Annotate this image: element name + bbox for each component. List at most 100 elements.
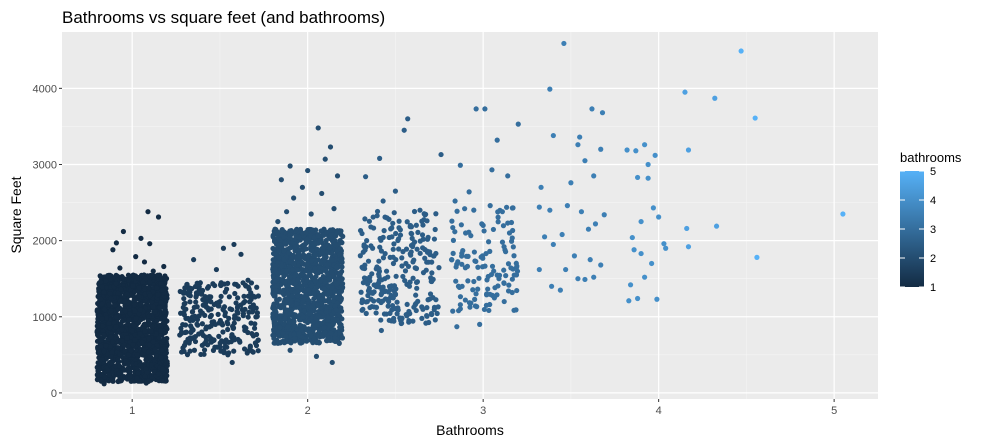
data-point	[427, 252, 433, 258]
data-point	[221, 304, 228, 310]
data-point	[598, 146, 604, 152]
data-point	[101, 289, 107, 296]
data-point	[330, 321, 336, 327]
data-point	[486, 307, 492, 314]
data-point	[305, 296, 311, 302]
data-point	[448, 257, 455, 263]
data-point	[117, 298, 124, 304]
data-point	[403, 260, 409, 267]
data-point	[682, 89, 688, 95]
data-point	[380, 198, 386, 204]
data-point	[223, 337, 229, 343]
x-tick-label: 4	[656, 405, 662, 417]
data-point	[471, 207, 477, 213]
data-point	[225, 280, 231, 286]
data-point	[192, 338, 199, 345]
data-point	[473, 291, 479, 297]
data-point	[388, 226, 394, 232]
data-point	[663, 245, 669, 251]
data-point	[247, 345, 253, 351]
data-point	[293, 233, 299, 239]
data-point	[317, 314, 323, 320]
data-point	[392, 306, 398, 312]
data-point	[331, 294, 337, 300]
data-point	[274, 283, 280, 289]
data-point	[490, 226, 497, 233]
data-point	[292, 289, 298, 295]
data-point	[559, 231, 565, 238]
data-point	[150, 304, 156, 310]
data-point	[513, 272, 520, 278]
data-point	[136, 293, 142, 299]
data-point	[367, 274, 373, 280]
data-point	[509, 289, 515, 296]
data-point	[299, 184, 306, 190]
data-point	[406, 317, 412, 324]
data-point	[387, 287, 393, 293]
data-point	[649, 260, 655, 267]
data-point	[390, 246, 396, 252]
data-point	[321, 232, 327, 238]
data-point	[332, 303, 338, 309]
data-point	[331, 206, 337, 212]
data-point	[272, 326, 278, 332]
data-point	[285, 250, 292, 256]
data-point	[376, 273, 382, 279]
data-point	[122, 298, 128, 304]
data-point	[373, 284, 379, 290]
data-point	[487, 203, 493, 209]
data-point	[150, 339, 157, 345]
data-point	[547, 86, 553, 92]
data-point	[484, 291, 490, 297]
data-point	[393, 230, 399, 237]
data-point	[107, 343, 113, 350]
data-point	[101, 306, 108, 313]
legend-title: bathrooms	[900, 150, 962, 165]
chart-title: Bathrooms vs square feet (and bathrooms)	[62, 8, 385, 27]
data-point	[205, 284, 212, 290]
data-point	[475, 264, 481, 270]
data-point	[473, 106, 479, 112]
data-point	[386, 317, 392, 323]
data-point	[506, 282, 512, 288]
data-point	[143, 357, 149, 363]
data-point	[575, 276, 581, 282]
data-point	[244, 350, 250, 356]
data-point	[245, 277, 251, 283]
data-point	[330, 316, 336, 322]
data-point	[144, 370, 150, 376]
data-point	[117, 265, 123, 271]
data-point	[224, 286, 230, 292]
data-point	[120, 228, 127, 235]
data-point	[377, 155, 383, 161]
data-point	[272, 278, 278, 284]
data-point	[134, 375, 140, 381]
data-point	[501, 298, 507, 305]
data-point	[102, 278, 109, 284]
data-point	[282, 315, 288, 321]
data-point	[399, 263, 405, 269]
data-point	[95, 333, 102, 339]
data-point	[557, 287, 563, 293]
data-point	[287, 347, 293, 353]
data-point	[541, 234, 548, 240]
data-point	[293, 271, 299, 278]
data-point	[410, 318, 416, 324]
data-point	[319, 190, 325, 197]
data-point	[158, 299, 164, 306]
data-point	[462, 297, 468, 303]
data-point	[494, 292, 500, 298]
data-point	[457, 302, 463, 308]
data-point	[420, 245, 426, 251]
data-point	[240, 313, 246, 319]
data-point	[291, 331, 297, 338]
legend-tick-label: 5	[930, 166, 936, 178]
data-point	[339, 281, 345, 287]
data-point	[392, 291, 399, 297]
data-point	[318, 277, 324, 284]
data-point	[503, 204, 510, 210]
data-point	[426, 319, 432, 326]
data-point	[141, 259, 148, 265]
data-point	[432, 226, 438, 233]
data-point	[130, 342, 136, 348]
